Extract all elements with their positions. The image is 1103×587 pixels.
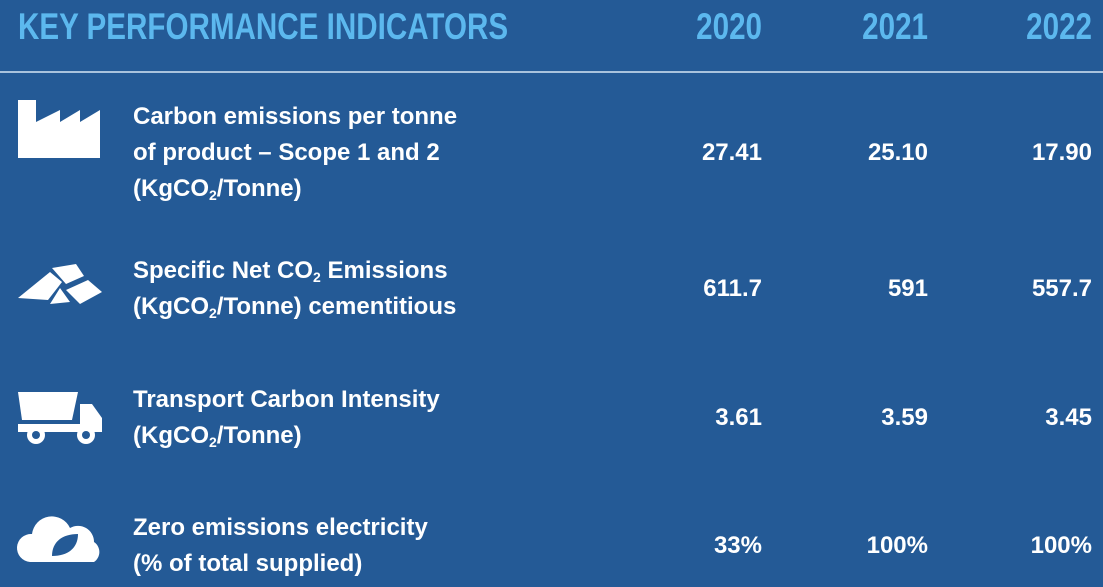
truck-icon <box>18 392 102 444</box>
header-rule <box>0 71 1103 73</box>
rocks-icon <box>18 264 102 304</box>
label-subscript: 2 <box>208 434 217 450</box>
label-text: /Tonne) <box>216 175 302 202</box>
kpi-value: 27.41 <box>701 139 762 166</box>
indicator-label-line: Carbon emissions per tonne <box>133 103 457 131</box>
header-year: 2021 <box>862 6 928 47</box>
label-text: Specific Net CO <box>133 257 314 284</box>
label-text: Zero emissions electricity <box>133 514 428 541</box>
icons <box>16 100 102 562</box>
kpi-value: 591 <box>887 275 928 302</box>
kpi-value: 100% <box>1030 532 1092 559</box>
factory-icon <box>18 100 100 158</box>
indicator-label-line: (KgCO2/Tonne) cementitious <box>133 293 456 321</box>
indicator-label-line: Transport Carbon Intensity <box>133 386 440 414</box>
label-text: (% of total supplied) <box>133 550 363 577</box>
cloud-icon <box>16 516 100 562</box>
label-subscript: 2 <box>313 269 321 285</box>
header-title: KEY PERFORMANCE INDICATORS <box>18 6 509 47</box>
kpi-value: 611.7 <box>703 275 762 302</box>
kpi-value: 25.10 <box>867 139 928 166</box>
indicator-label-line: (KgCO2/Tonne) <box>133 422 302 450</box>
label-text: (KgCO <box>133 422 209 449</box>
label-text: Transport Carbon Intensity <box>133 386 440 413</box>
label-text: (KgCO <box>133 175 209 202</box>
indicator-label-line: of product – Scope 1 and 2 <box>133 139 440 167</box>
label-text: Emissions <box>320 257 448 284</box>
kpi-value: 3.45 <box>1045 404 1092 431</box>
label-subscript: 2 <box>208 187 217 203</box>
kpi-value: 557.7 <box>1031 275 1092 302</box>
kpi-value: 3.61 <box>715 404 762 431</box>
label-subscript: 2 <box>208 305 217 321</box>
indicator-label-line: (KgCO2/Tonne) <box>133 175 302 203</box>
label-text: Carbon emissions per tonne <box>133 103 458 130</box>
header-year: 2020 <box>696 6 762 47</box>
kpi-value: 3.59 <box>881 404 928 431</box>
header-year: 2022 <box>1026 6 1092 47</box>
indicator-label-line: Specific Net CO2 Emissions <box>133 257 448 285</box>
indicator-label-line: (% of total supplied) <box>133 550 362 578</box>
label-text: (KgCO <box>133 293 209 320</box>
label-text: /Tonne) <box>216 422 302 449</box>
kpi-value: 17.90 <box>1031 139 1092 166</box>
kpi-value: 33% <box>713 532 762 559</box>
indicator-label-line: Zero emissions electricity <box>133 514 428 542</box>
label-text: of product – Scope 1 and 2 <box>133 139 440 166</box>
label-text: /Tonne) cementitious <box>216 293 457 320</box>
kpi-value: 100% <box>866 532 928 559</box>
